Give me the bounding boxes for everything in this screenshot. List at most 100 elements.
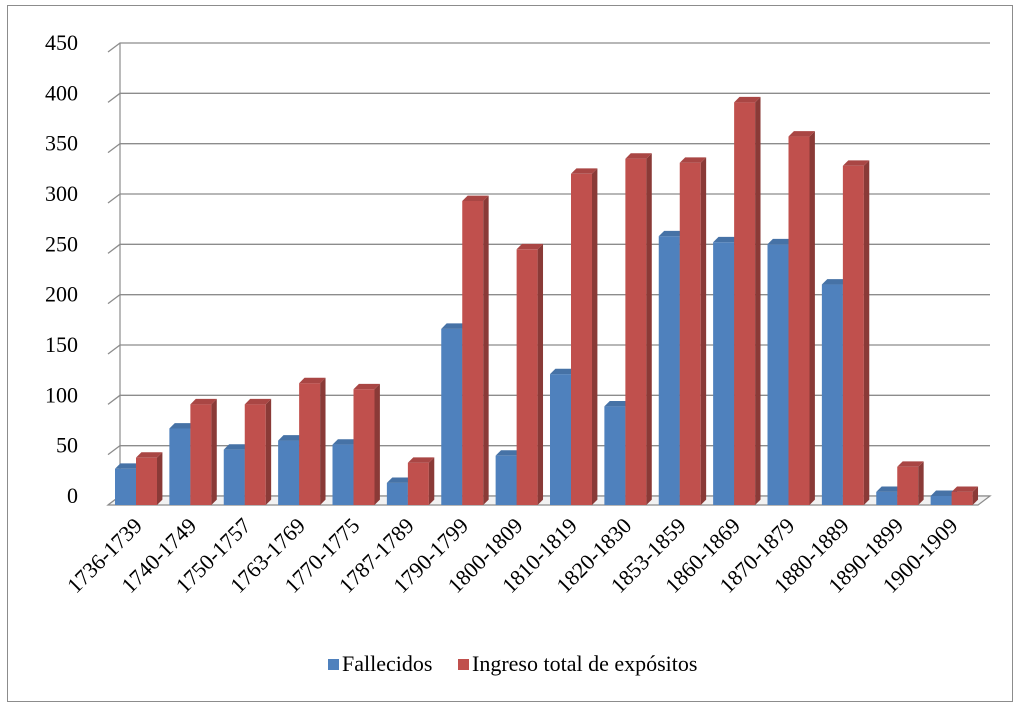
bar-top xyxy=(951,486,979,492)
bar-front xyxy=(821,284,843,505)
bar-side xyxy=(809,131,815,505)
bar-ingreso-1810-1819 xyxy=(571,168,598,505)
legend-swatch xyxy=(458,659,469,670)
bar-front xyxy=(625,158,647,505)
legend-item-fallecidos: Fallecidos xyxy=(328,651,432,676)
bar-top xyxy=(788,131,815,137)
bar-ingreso-1900-1909 xyxy=(951,486,979,505)
bar-top xyxy=(897,461,924,467)
bar-front xyxy=(604,406,626,505)
legend: Fallecidos Ingreso total de expósitos xyxy=(328,651,697,676)
bar-front xyxy=(407,462,429,505)
bar-top xyxy=(821,279,849,285)
bar-top xyxy=(658,230,686,237)
bar-front xyxy=(136,457,157,505)
bar-ingreso-1750-1757 xyxy=(244,398,272,505)
legend-swatch xyxy=(328,659,339,670)
bar-side xyxy=(972,486,979,505)
bar-top xyxy=(386,477,414,483)
bar-ingreso-1853-1859 xyxy=(679,157,707,506)
bar-top xyxy=(930,490,958,496)
y-tick-label: 200 xyxy=(45,282,78,307)
bar-side xyxy=(700,157,707,506)
y-tick-label: 100 xyxy=(45,382,78,407)
legend-label: Ingreso total de expósitos xyxy=(472,651,697,676)
bar-front xyxy=(115,468,136,505)
bar-front xyxy=(767,244,789,506)
bars xyxy=(115,96,979,506)
bar-top xyxy=(876,486,903,492)
bar-side xyxy=(755,96,761,505)
bar-front xyxy=(353,389,375,505)
bar-side xyxy=(157,452,163,505)
bar-top xyxy=(550,368,577,375)
bar-side xyxy=(592,168,598,505)
bar-ingreso-1820-1830 xyxy=(625,153,652,505)
bar-top xyxy=(516,243,544,250)
y-tick-label: 0 xyxy=(67,483,78,508)
bar-front xyxy=(550,374,571,505)
bar-top xyxy=(353,383,380,390)
bar-front xyxy=(930,495,952,505)
bar-side xyxy=(918,461,924,505)
bar-top xyxy=(767,238,794,245)
bar-front xyxy=(842,165,864,505)
bar-side xyxy=(428,457,435,505)
bar-front xyxy=(441,328,463,505)
bar-top xyxy=(495,450,523,456)
bar-top xyxy=(713,236,740,243)
bar-front xyxy=(734,102,756,505)
bar-top xyxy=(223,444,251,450)
bar-front xyxy=(658,236,680,505)
bar-ingreso-1870-1879 xyxy=(788,131,815,505)
bar-side xyxy=(374,383,380,505)
bar-front xyxy=(278,440,300,505)
y-tick-label: 50 xyxy=(56,433,78,458)
bar-front xyxy=(876,491,898,505)
y-tick-label: 250 xyxy=(45,231,78,256)
bar-side xyxy=(265,398,272,505)
legend-label: Fallecidos xyxy=(342,651,432,676)
bar-top xyxy=(734,96,761,103)
bar-ingreso-1800-1809 xyxy=(516,243,544,505)
bar-ingreso-1890-1899 xyxy=(897,461,924,505)
bar-front xyxy=(386,482,408,505)
bar-side xyxy=(646,153,652,505)
y-tick-label: 450 xyxy=(45,30,78,55)
bar-ingreso-1740-1749 xyxy=(190,398,217,505)
bar-front xyxy=(897,466,919,505)
bar-front xyxy=(713,242,735,505)
bar-top xyxy=(169,423,196,429)
bar-top xyxy=(604,400,631,407)
bar-front xyxy=(495,455,517,505)
legend-item-ingreso: Ingreso total de expósitos xyxy=(458,651,697,676)
gridline xyxy=(107,143,990,154)
bar-ingreso-1763-1769 xyxy=(299,377,326,505)
bar-top xyxy=(625,153,652,159)
bar-side xyxy=(320,377,326,505)
bar-front xyxy=(223,449,245,505)
bar-top xyxy=(332,439,359,445)
bar-front xyxy=(571,173,592,505)
gridline xyxy=(107,42,990,53)
bar-ingreso-1880-1889 xyxy=(842,160,870,505)
bar-chart: 0 50 100 150 200 250 300 350 400 450 1736-1739174… xyxy=(45,30,992,676)
bar-ingreso-1770-1775 xyxy=(353,383,380,505)
chart-frame: 0 50 100 150 200 250 300 350 400 450 1736-1739 174… xyxy=(7,5,1013,702)
bar-ingreso-1736-1739 xyxy=(136,452,163,505)
bar-front xyxy=(788,136,810,505)
bar-top xyxy=(115,463,142,469)
bar-top xyxy=(462,195,489,201)
bar-top xyxy=(571,168,598,174)
bar-ingreso-1787-1789 xyxy=(407,457,435,505)
bar-front xyxy=(299,383,321,505)
bar-top xyxy=(441,323,468,329)
bar-front xyxy=(244,404,266,505)
bar-top xyxy=(244,398,272,405)
y-tick-label: 400 xyxy=(45,80,78,105)
bar-front xyxy=(516,249,538,505)
gridlines xyxy=(107,42,990,506)
bar-side xyxy=(211,398,217,505)
bar-front xyxy=(951,491,973,505)
y-axis: 0 50 100 150 200 250 300 350 400 450 xyxy=(45,30,78,508)
